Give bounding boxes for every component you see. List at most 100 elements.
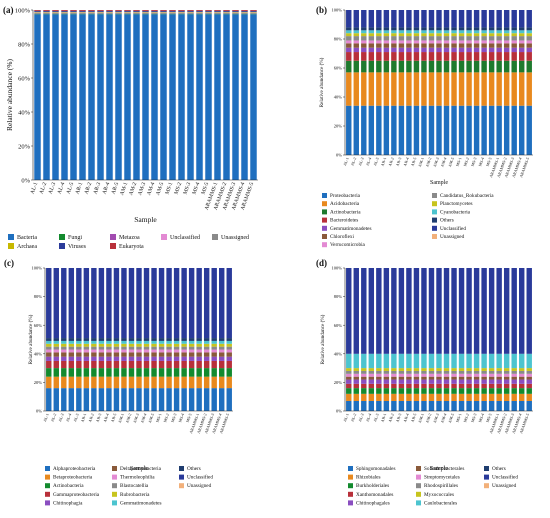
bar-segment	[413, 36, 420, 41]
bar-segment	[458, 33, 465, 37]
bar-segment	[353, 43, 359, 48]
bar-segment	[406, 373, 412, 377]
bar-segment	[466, 30, 472, 34]
x-tick-label: MS-3	[470, 413, 478, 423]
bar-segment	[187, 12, 194, 14]
bar-segment	[466, 27, 472, 31]
x-tick-label: AM-5	[155, 181, 165, 196]
bar-segment	[376, 27, 382, 31]
bar-segment	[46, 356, 52, 361]
legend-swatch	[348, 466, 353, 471]
bar-segment	[368, 383, 375, 389]
bar-segment	[169, 11, 176, 13]
bar-segment	[211, 376, 217, 389]
bar-segment	[226, 340, 232, 344]
bar-segment	[436, 376, 442, 380]
bar-segment	[473, 376, 480, 380]
bar-segment	[188, 352, 195, 357]
bar-segment	[488, 30, 495, 34]
bar-segment	[136, 346, 142, 350]
bar-segment	[458, 388, 465, 394]
bar-segment	[151, 368, 157, 377]
bar-segment	[223, 10, 230, 12]
bar-segment	[124, 13, 131, 15]
bar-segment	[376, 52, 382, 61]
bar-segment	[68, 268, 75, 339]
bar-segment	[181, 338, 187, 341]
bar-segment	[391, 379, 397, 384]
bar-segment	[76, 343, 82, 347]
bar-segment	[34, 14, 41, 180]
bar-segment	[503, 353, 510, 369]
bar-segment	[391, 33, 397, 37]
bar-segment	[391, 373, 397, 377]
bar-segment	[83, 343, 90, 347]
bar-segment	[421, 268, 427, 354]
bar-segment	[428, 72, 435, 106]
bar-segment	[451, 72, 457, 106]
bar-segment	[451, 33, 457, 37]
bar-segment	[203, 340, 210, 344]
bar-segment	[466, 40, 472, 44]
bar-segment	[451, 105, 457, 155]
bar-segment	[376, 400, 382, 411]
bar-segment	[413, 393, 420, 401]
bar-segment	[178, 10, 185, 12]
bar-segment	[232, 13, 239, 15]
bar-segment	[43, 10, 50, 12]
x-tick-label: AM-3	[432, 413, 440, 424]
bar-segment	[353, 373, 359, 377]
bar-segment	[226, 346, 232, 350]
bar-segment	[128, 268, 135, 339]
bar-segment	[413, 376, 420, 380]
bar-segment	[458, 27, 465, 31]
x-tick-label: MS-1	[164, 181, 174, 195]
bar-segment	[353, 36, 359, 41]
bar-segment	[142, 10, 149, 12]
bar-segment	[428, 353, 435, 369]
x-tick-label: AM-4	[146, 181, 156, 196]
bar-segment	[188, 268, 195, 339]
bar-segment	[76, 268, 82, 339]
bar-segment	[173, 388, 180, 411]
bar-segment	[196, 14, 203, 180]
bar-segment	[83, 340, 90, 344]
bar-segment	[34, 10, 41, 11]
bar-segment	[61, 340, 67, 344]
bar-segment	[76, 352, 82, 357]
bar-segment	[169, 12, 176, 14]
bar-segment	[481, 72, 487, 106]
bar-segment	[413, 353, 420, 369]
bar-segment	[511, 268, 517, 354]
bar-segment	[383, 27, 390, 31]
bar-segment	[466, 60, 472, 73]
bar-segment	[406, 370, 412, 374]
bar-segment	[421, 47, 427, 53]
x-tick-label: ARAMMS-5	[518, 157, 530, 179]
legend-swatch	[416, 474, 421, 480]
legend-label: Sphingomonadales	[356, 466, 395, 472]
bar-segment	[181, 343, 187, 347]
bar-segment	[428, 27, 435, 31]
x-tick-label: AL-3	[357, 157, 365, 167]
bar-segment	[421, 30, 427, 34]
bar-segment	[88, 10, 95, 12]
x-tick-label: ARAMMS-5	[218, 413, 230, 435]
bar-segment	[250, 11, 257, 13]
bar-segment	[128, 352, 135, 357]
bar-segment	[353, 388, 359, 394]
y-tick-label: 0%	[36, 409, 42, 414]
bar-segment	[451, 36, 457, 41]
legend-label: Unassigned	[187, 483, 212, 489]
bar-segment	[46, 349, 52, 353]
bar-segment	[173, 340, 180, 344]
bar-segment	[346, 27, 352, 31]
bar-segment	[519, 27, 525, 31]
bar-segment	[473, 10, 480, 28]
bar-segment	[421, 10, 427, 28]
bar-segment	[70, 10, 77, 12]
bar-segment	[128, 343, 135, 347]
bar-segment	[473, 36, 480, 41]
x-tick-label: AM-5	[447, 413, 455, 424]
bar-segment	[106, 268, 112, 339]
